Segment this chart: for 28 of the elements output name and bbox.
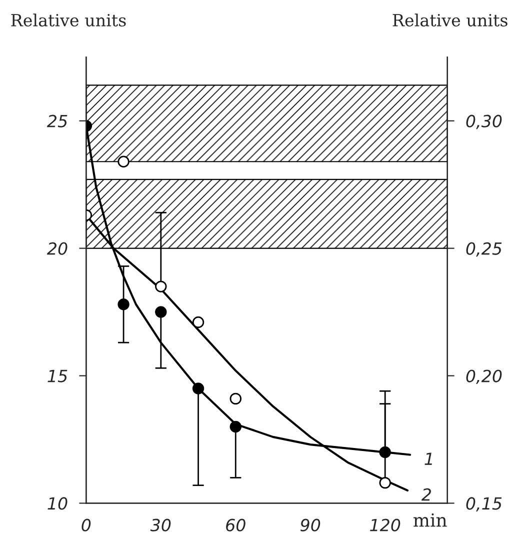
- y-tick-label: 10: [48, 497, 68, 510]
- point: [379, 446, 391, 458]
- series-label: 1: [424, 452, 432, 465]
- y-tick-label: 15: [48, 370, 68, 382]
- point: [155, 280, 167, 292]
- point: [230, 392, 242, 405]
- y2-tick-label: 0,25: [466, 242, 502, 257]
- x-tick-label: 60: [226, 518, 246, 532]
- y2-tick-label: 0,30: [466, 114, 502, 130]
- point: [118, 298, 130, 310]
- point: [192, 382, 204, 394]
- x-tick-label: 120: [370, 518, 400, 532]
- y-tick-label: 25: [46, 114, 68, 128]
- y2-axis-title: Relative units: [392, 14, 508, 26]
- x-tick-label: 0: [82, 518, 91, 532]
- y2-tick-label: 0,20: [466, 370, 502, 384]
- point: [155, 306, 167, 318]
- point: [230, 420, 242, 433]
- x-axis-title: min: [414, 513, 447, 527]
- y-tick-label: 20: [46, 242, 68, 255]
- y2-tick-label: 0,15: [466, 497, 502, 512]
- point: [118, 156, 130, 168]
- point: [192, 316, 204, 328]
- y-axis-title: Relative units: [11, 14, 126, 26]
- series-label: 2: [421, 488, 431, 501]
- x-tick-label: 30: [150, 518, 171, 532]
- x-tick-label: 90: [300, 518, 320, 532]
- point: [379, 476, 391, 489]
